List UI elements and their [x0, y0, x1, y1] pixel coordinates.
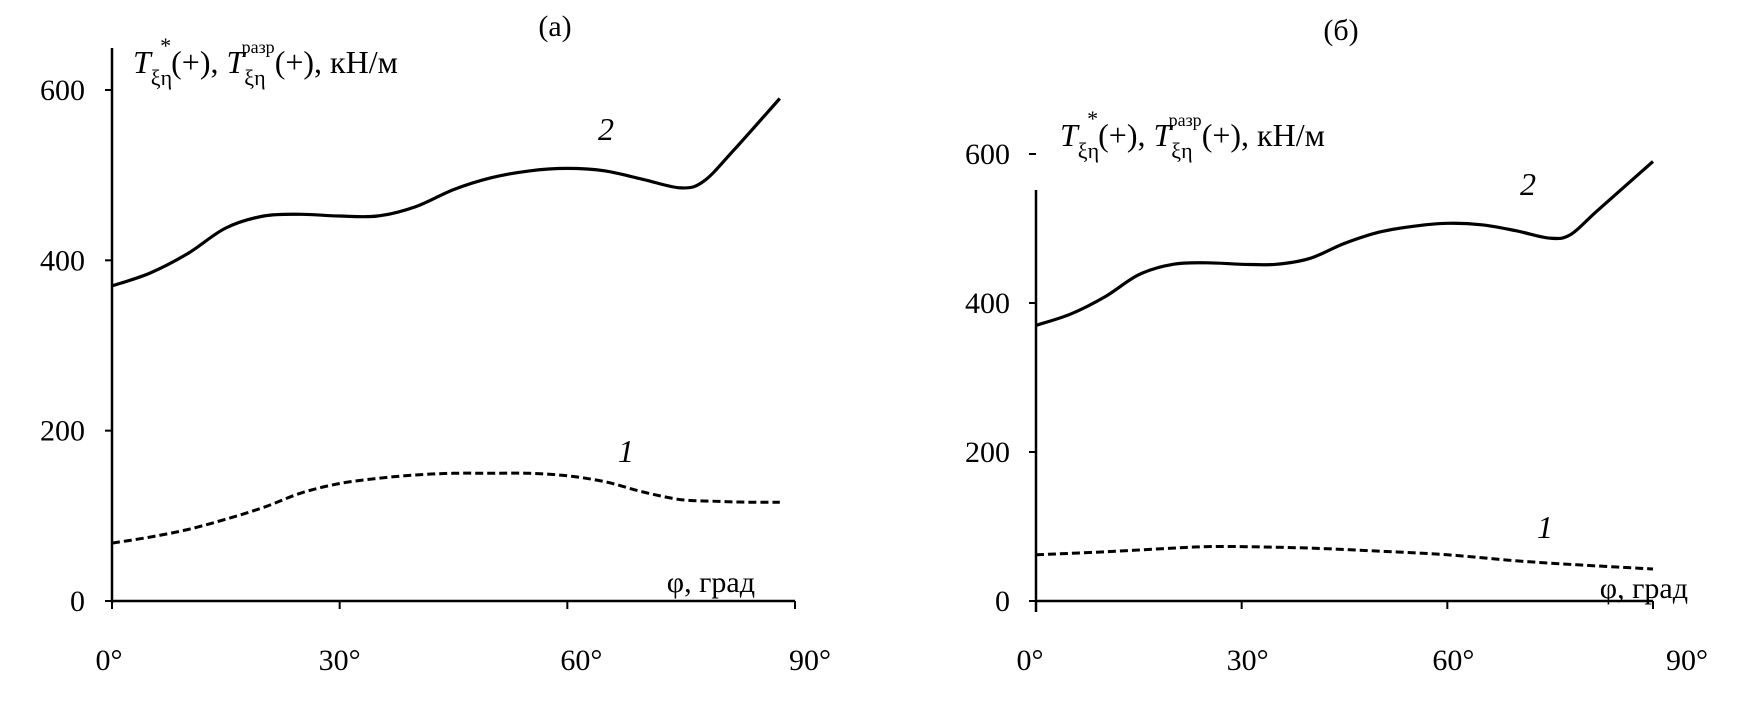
x-tick-label: 30° [1227, 644, 1269, 677]
y-label-symbol: T [133, 44, 153, 80]
panel-label: (а) [538, 10, 571, 43]
y-axis-label: Tξη *(+), Tξη разр(+), кН/м [133, 33, 398, 90]
y-label-subscript: ξη [244, 65, 265, 90]
series-line-2 [111, 97, 781, 288]
y-label-superscript: * [1087, 106, 1098, 131]
y-label-symbol: T [1153, 117, 1173, 153]
x-tick-label: 60° [560, 644, 602, 677]
x-axis-label: φ, град [1600, 572, 1688, 605]
x-tick-label: 0° [1017, 644, 1044, 677]
series-line-1 [111, 471, 780, 545]
y-tick-label: 200 [40, 415, 85, 448]
x-tick-label: 90° [789, 644, 831, 677]
series-line-1 [1035, 544, 1654, 571]
y-tick-label: 600 [40, 74, 85, 107]
y-label-symbol: T [1060, 117, 1080, 153]
chart-panel-a: (а) 0 200 400 600 0° 30° 60° 90° φ, град Tξη * (+), … [40, 10, 831, 677]
y-label-text: (+), [1098, 117, 1153, 153]
y-tick-label: 400 [40, 244, 85, 277]
series-label-1: 1 [1537, 509, 1553, 545]
series-label-1: 1 [618, 433, 634, 469]
y-label-subscript: ξη [151, 65, 172, 90]
x-tick-label: 90° [1666, 644, 1708, 677]
series-label-2: 2 [598, 111, 614, 147]
panel-label: (б) [1323, 14, 1358, 47]
y-tick-label: 400 [965, 287, 1010, 320]
series-line-2 [1035, 160, 1655, 327]
x-axis-label: φ, град [667, 566, 755, 599]
y-tick-label: 600 [965, 138, 1010, 171]
y-label-superscript: разр [1169, 110, 1202, 130]
y-label-subscript: ξη [1171, 138, 1192, 163]
y-label-superscript: * [160, 33, 171, 58]
x-tick-label: 30° [319, 644, 361, 677]
y-axis-label: Tξη *(+), Tξη разр(+), кН/м [1060, 106, 1325, 163]
y-label-text: (+), [171, 44, 226, 80]
y-tick-label: 0 [70, 585, 85, 618]
y-label-subscript: ξη [1078, 138, 1099, 163]
chart-panel-b: (б) 0 200 400 600 0° 30° 60° 90° φ, град Tξη * (+), … [965, 14, 1708, 677]
y-tick-label: 200 [965, 436, 1010, 469]
x-tick-label: 0° [96, 644, 123, 677]
y-label-symbol: T [226, 44, 246, 80]
y-label-superscript: разр [242, 37, 275, 57]
series-label-2: 2 [1520, 166, 1536, 202]
y-tick-label: 0 [995, 585, 1010, 618]
x-tick-label: 60° [1432, 644, 1474, 677]
y-label-text: (+), кН/м [275, 44, 398, 80]
y-label-text: (+), кН/м [1202, 117, 1325, 153]
